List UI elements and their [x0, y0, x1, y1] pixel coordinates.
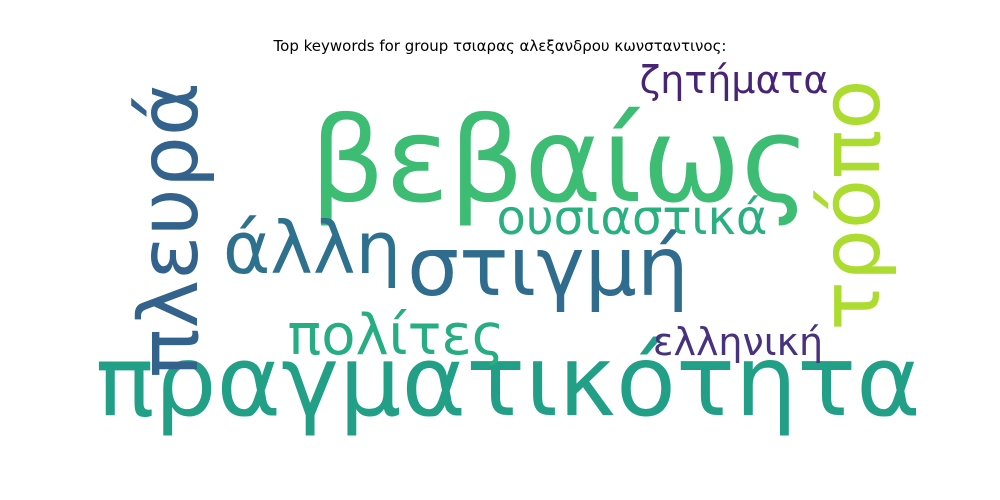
word-zitimata: ζητήματα [639, 58, 829, 102]
word-pragmatikotita: πραγματικότητα [95, 325, 921, 439]
word-polites: πολίτες [287, 303, 505, 368]
word-stigmi: στιγμή [407, 220, 689, 315]
word-bebaios: βεβαίως [309, 91, 811, 229]
word-alli: άλλη [222, 206, 402, 290]
word-ousiastika: ουσιαστικά [496, 190, 768, 246]
figure-title: Top keywords for group τσιαρας αλεξανδρο… [273, 37, 727, 55]
word-plevra: πλευρά [122, 82, 217, 378]
word-elliniki: ελληνική [652, 320, 824, 364]
word-tropo: τρόπο [804, 79, 899, 331]
